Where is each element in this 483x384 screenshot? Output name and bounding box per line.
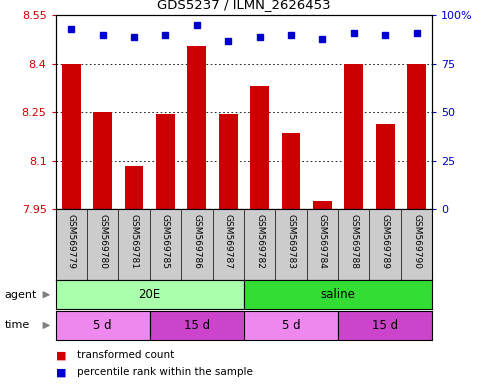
Text: GSM569787: GSM569787 [224, 214, 233, 268]
Text: GSM569779: GSM569779 [67, 214, 76, 268]
Bar [313, 201, 332, 209]
Bar [156, 114, 175, 209]
Bar [407, 64, 426, 209]
Text: ■: ■ [56, 350, 66, 360]
Title: GDS5237 / ILMN_2626453: GDS5237 / ILMN_2626453 [157, 0, 331, 12]
Text: 15 d: 15 d [184, 319, 210, 332]
Bar [56, 280, 244, 309]
Text: ■: ■ [56, 367, 66, 377]
Bar [93, 113, 112, 209]
Text: GSM569784: GSM569784 [318, 214, 327, 268]
Text: transformed count: transformed count [77, 350, 174, 360]
Text: GSM569782: GSM569782 [255, 214, 264, 268]
Text: GSM569781: GSM569781 [129, 214, 139, 268]
Text: saline: saline [321, 288, 355, 301]
Text: percentile rank within the sample: percentile rank within the sample [77, 367, 253, 377]
Text: GSM569788: GSM569788 [349, 214, 358, 268]
Text: GSM569780: GSM569780 [98, 214, 107, 268]
Text: GSM569785: GSM569785 [161, 214, 170, 268]
Text: GSM569786: GSM569786 [192, 214, 201, 268]
Bar [244, 280, 432, 309]
Bar [338, 311, 432, 340]
Bar [376, 124, 395, 209]
Text: GSM569783: GSM569783 [286, 214, 296, 268]
Text: time: time [5, 320, 30, 331]
Text: 20E: 20E [139, 288, 161, 301]
Bar [150, 311, 244, 340]
Bar [187, 46, 206, 209]
Text: GSM569790: GSM569790 [412, 214, 421, 268]
Bar [344, 64, 363, 209]
Bar [219, 114, 238, 209]
Bar [282, 133, 300, 209]
Text: agent: agent [5, 290, 37, 300]
Bar [250, 86, 269, 209]
Text: 5 d: 5 d [93, 319, 112, 332]
Bar [56, 311, 150, 340]
Text: 5 d: 5 d [282, 319, 300, 332]
Text: GSM569789: GSM569789 [381, 214, 390, 268]
Text: 15 d: 15 d [372, 319, 398, 332]
Bar [244, 311, 338, 340]
Bar [62, 64, 81, 209]
Bar [125, 166, 143, 209]
